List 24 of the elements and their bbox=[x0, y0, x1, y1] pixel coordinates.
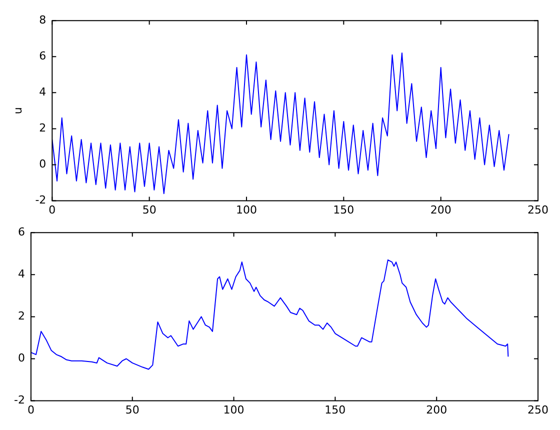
y-tick-label: 6 bbox=[18, 225, 25, 238]
x-tick-label: 50 bbox=[142, 203, 156, 216]
x-tick-label: 100 bbox=[236, 203, 257, 216]
x-tick-label: 250 bbox=[528, 203, 548, 216]
x-tick-label: 200 bbox=[430, 203, 452, 216]
y-tick-label: 0 bbox=[18, 352, 25, 365]
x-tick-label: 250 bbox=[528, 403, 548, 416]
y-tick-label: 8 bbox=[39, 13, 46, 26]
y-tick-label: -2 bbox=[14, 394, 25, 407]
y-tick-label: 4 bbox=[39, 86, 46, 99]
x-tick-label: 100 bbox=[223, 403, 244, 416]
x-tick-label: 150 bbox=[324, 403, 346, 416]
x-tick-label: 50 bbox=[125, 403, 140, 416]
y-axis-title: u bbox=[11, 107, 24, 114]
y-tick-label: 2 bbox=[18, 310, 25, 323]
y-tick-label: -2 bbox=[35, 194, 46, 207]
x-tick-label: 150 bbox=[333, 203, 354, 216]
y-tick-label: 4 bbox=[18, 268, 25, 281]
y-tick-label: 6 bbox=[39, 50, 46, 62]
x-tick-label: 0 bbox=[27, 403, 34, 416]
x-tick-label: 200 bbox=[426, 403, 448, 416]
y-tick-label: 2 bbox=[39, 122, 46, 135]
y-tick-label: 0 bbox=[39, 158, 46, 171]
x-tick-label: 0 bbox=[48, 203, 56, 216]
